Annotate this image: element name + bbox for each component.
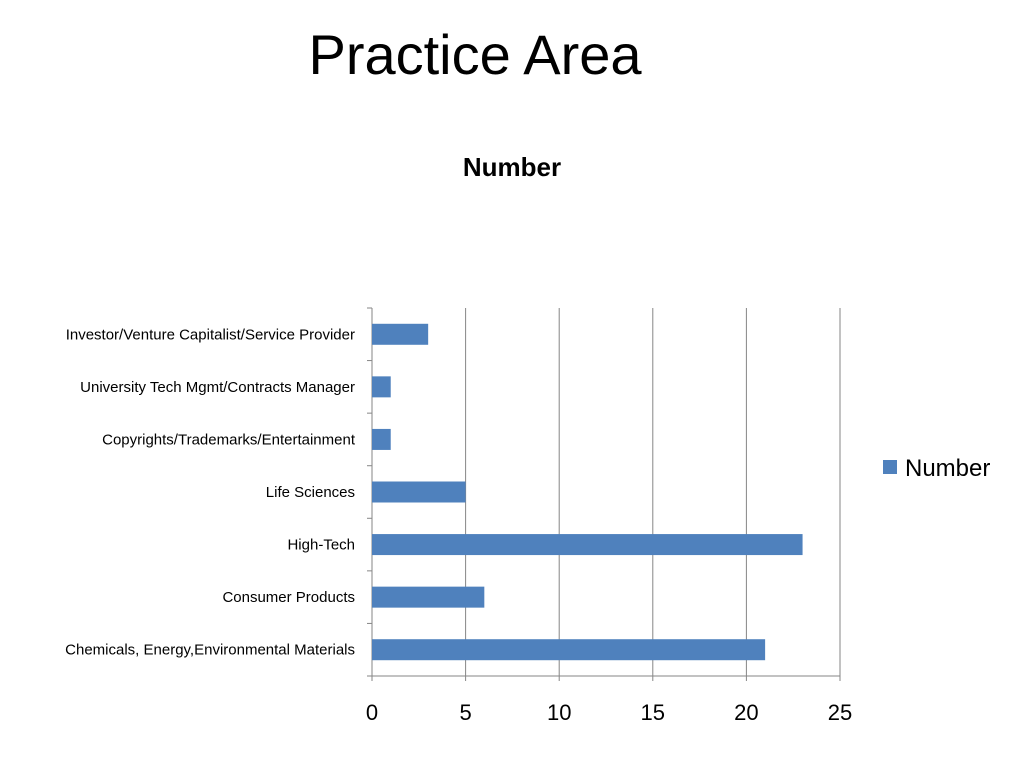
bar-0 [372,639,766,661]
x-tick-label: 25 [828,700,852,725]
x-tick-label: 15 [641,700,665,725]
category-label: Copyrights/Trademarks/Entertainment [102,431,356,448]
bars [372,323,803,661]
bar-3 [372,481,466,503]
slide-title: Practice Area [308,23,642,86]
x-tick-label: 0 [366,700,378,725]
category-labels: Chemicals, Energy,Environmental Material… [65,326,356,658]
bar-4 [372,428,391,450]
category-label: University Tech Mgmt/Contracts Manager [80,379,355,396]
x-tick-label: 10 [547,700,571,725]
category-label: Chemicals, Energy,Environmental Material… [65,642,355,659]
x-tick-label: 20 [734,700,758,725]
category-label: High-Tech [287,537,355,554]
category-label: Consumer Products [222,589,355,606]
category-label: Life Sciences [266,484,355,501]
bar-5 [372,376,391,398]
bar-1 [372,586,485,608]
bar-6 [372,323,429,345]
legend: Number [883,455,990,482]
chart-title: Number [463,152,561,182]
grid-lines [465,308,841,676]
x-tick-labels: 0 5 10 15 20 25 [366,700,852,725]
bar-2 [372,534,803,556]
category-label: Investor/Venture Capitalist/Service Prov… [66,326,355,343]
legend-label: Number [905,455,990,482]
legend-swatch [883,460,897,474]
x-tick-label: 5 [459,700,471,725]
